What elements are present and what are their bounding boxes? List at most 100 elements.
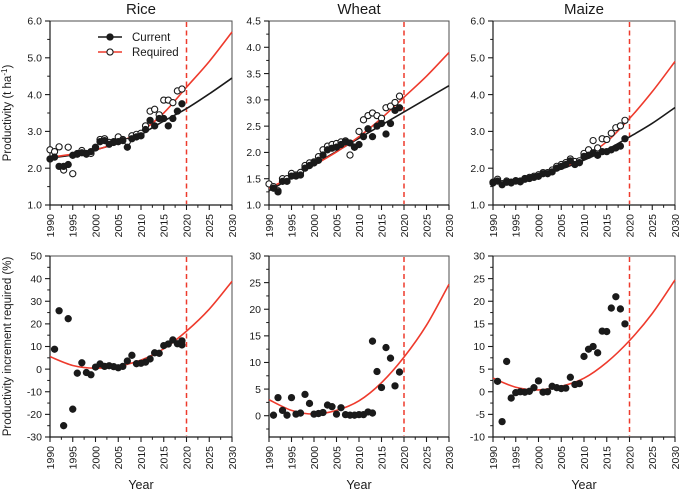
svg-text:15: 15 [473,319,485,331]
svg-text:2030: 2030 [670,214,682,238]
svg-text:2005: 2005 [113,446,125,470]
svg-text:2000: 2000 [90,214,102,238]
svg-text:1990: 1990 [45,446,57,470]
svg-text:2030: 2030 [227,446,239,470]
y-axis-label-rice-increment: Productivity increment required (%) [2,257,14,437]
y-axis-label-rice-productivity: Productivity (t ha-1) [0,65,14,162]
maize-productivity-series-current [489,135,629,189]
svg-text:2005: 2005 [113,214,125,238]
svg-text:0: 0 [479,386,485,398]
svg-text:2015: 2015 [602,214,614,238]
svg-text:5: 5 [479,364,485,376]
panel-title-maize-productivity: Maize [564,1,604,18]
wheat-productivity-series-current [269,104,404,196]
svg-text:2030: 2030 [670,446,682,470]
svg-text:20: 20 [473,296,485,308]
panel-rice-productivity: 1.0 2.0 3.0 4.0 5.0 6.0 1990 1995 2000 2005 2010 20… [0,1,239,237]
maize-productivity-required-fit-line [492,60,676,185]
svg-text:10: 10 [30,341,42,353]
svg-text:30: 30 [249,251,261,263]
svg-text:1990: 1990 [45,214,57,238]
svg-text:2025: 2025 [647,214,659,238]
svg-text:2000: 2000 [309,446,321,470]
svg-text:2015: 2015 [376,214,388,238]
svg-text:25: 25 [473,273,485,285]
legend-marker-required [106,48,114,56]
legend-label-current: Current [132,32,171,44]
svg-text:6.0: 6.0 [470,16,485,28]
panel-title-rice-productivity: Rice [126,1,156,18]
svg-text:2005: 2005 [331,214,343,238]
svg-text:1995: 1995 [68,446,80,470]
svg-text:2025: 2025 [421,446,433,470]
rice-increment-series-increment-required [50,307,186,430]
svg-text:2010: 2010 [136,446,148,470]
svg-text:-20: -20 [27,409,42,421]
svg-text:2025: 2025 [204,446,216,470]
legend-label-required: Required [132,47,179,59]
svg-text:30: 30 [30,296,42,308]
rice-productivity-series-current [46,100,186,171]
svg-text:1.0: 1.0 [27,200,42,212]
svg-text:2010: 2010 [579,446,591,470]
svg-text:2000: 2000 [533,214,545,238]
svg-text:1995: 1995 [286,214,298,238]
svg-text:1.0: 1.0 [246,200,261,212]
svg-text:-10: -10 [470,432,485,444]
svg-text:2000: 2000 [533,446,545,470]
svg-text:2020: 2020 [181,446,193,470]
x-axis-label-wheat-increment: Year [346,478,371,492]
maize-productivity-current-fit-line [492,106,676,184]
x-axis-label-maize-increment: Year [571,478,596,492]
wheat-increment-series-increment-required [269,337,404,419]
svg-text:-30: -30 [27,432,42,444]
svg-text:2000: 2000 [90,446,102,470]
svg-text:1995: 1995 [511,214,523,238]
svg-text:2025: 2025 [647,446,659,470]
legend-marker-current [106,33,114,41]
svg-text:5.0: 5.0 [470,53,485,65]
svg-text:1990: 1990 [488,214,500,238]
svg-text:2020: 2020 [624,446,636,470]
svg-text:3.0: 3.0 [246,95,261,107]
svg-text:10: 10 [249,357,261,369]
svg-text:2010: 2010 [354,214,366,238]
svg-text:2.0: 2.0 [470,163,485,175]
svg-text:1990: 1990 [488,446,500,470]
svg-text:3.0: 3.0 [470,126,485,138]
svg-text:5.0: 5.0 [27,53,42,65]
svg-text:1995: 1995 [286,446,298,470]
svg-text:1995: 1995 [511,446,523,470]
svg-text:-10: -10 [27,386,42,398]
svg-text:0: 0 [36,364,42,376]
svg-text:2030: 2030 [227,214,239,238]
svg-text:2030: 2030 [444,214,456,238]
svg-text:1995: 1995 [68,214,80,238]
svg-text:2020: 2020 [181,214,193,238]
svg-text:2005: 2005 [331,446,343,470]
svg-text:2005: 2005 [556,446,568,470]
svg-text:3.5: 3.5 [246,68,261,80]
svg-text:2015: 2015 [159,446,171,470]
svg-text:1.0: 1.0 [470,200,485,212]
x-axis-label-rice-increment: Year [128,478,153,492]
svg-text:25: 25 [249,277,261,289]
svg-text:2030: 2030 [444,446,456,470]
panel-wheat-productivity: 1.0 1.5 2.0 2.5 3.0 3.5 4.0 4.5 1990 1995 2000 2005… [246,1,455,237]
svg-text:15: 15 [249,331,261,343]
svg-text:2005: 2005 [556,214,568,238]
svg-text:2015: 2015 [159,214,171,238]
svg-text:1990: 1990 [264,214,276,238]
svg-text:6.0: 6.0 [27,16,42,28]
svg-text:2020: 2020 [399,214,411,238]
legend: Current Required [98,32,179,59]
panel-maize-productivity: 1.0 2.0 3.0 4.0 5.0 6.0 1990 1995 2000 2005 2010 20… [470,1,681,237]
svg-text:-5: -5 [476,409,485,421]
maize-increment-required-fit-line [492,279,676,391]
svg-text:2000: 2000 [309,214,321,238]
rice-productivity-current-fit-line [49,77,233,159]
svg-text:20: 20 [30,319,42,331]
svg-text:2.5: 2.5 [246,121,261,133]
svg-text:40: 40 [30,273,42,285]
